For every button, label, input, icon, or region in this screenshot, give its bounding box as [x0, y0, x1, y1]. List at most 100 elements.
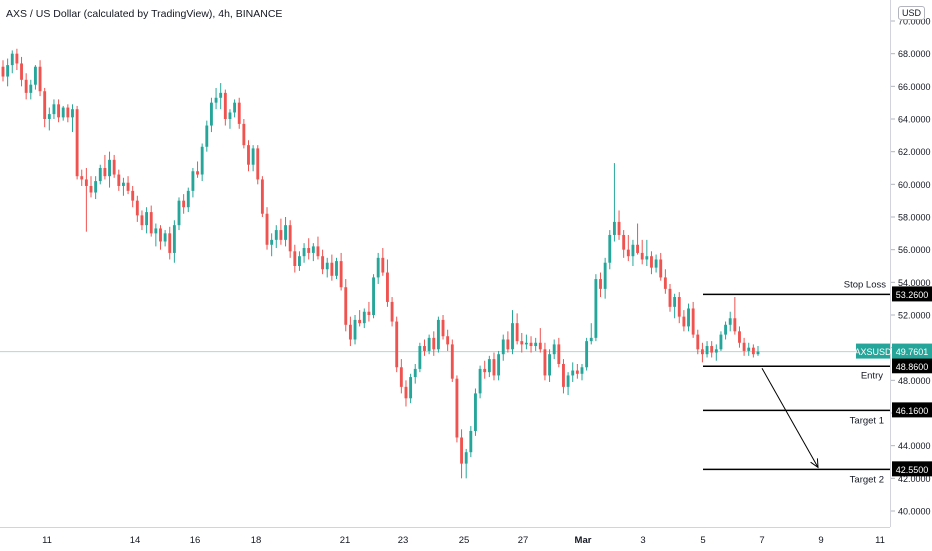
candle-body: [182, 200, 186, 208]
price-tick-label: 48.0000: [898, 376, 931, 386]
candle-body: [108, 159, 111, 177]
candle-body: [57, 104, 61, 118]
candle-body: [622, 234, 626, 250]
candle-body: [673, 297, 677, 307]
candle-body: [446, 336, 450, 345]
candle-body: [358, 319, 362, 324]
candle-body: [501, 339, 505, 355]
candle-body: [557, 344, 561, 364]
price-tick-label: 60.0000: [898, 180, 931, 190]
candle-body: [418, 346, 422, 369]
candle-body: [474, 393, 477, 431]
time-axis[interactable]: 11 14 16 18 21 23 25 27 Mar 3 5 7 9 11: [0, 527, 890, 551]
candle-body: [631, 244, 635, 257]
candle-body: [515, 323, 519, 342]
candle-body: [534, 342, 538, 347]
candle-body: [149, 212, 153, 234]
candle-body: [636, 244, 640, 253]
candle-body: [483, 368, 487, 373]
candle-body: [1, 66, 5, 77]
candle-body: [399, 367, 403, 387]
candle-body: [603, 262, 607, 289]
candle-body: [307, 248, 311, 253]
candle-body: [140, 215, 144, 226]
candle-body: [260, 179, 264, 214]
candle-body: [6, 65, 10, 77]
candle-body: [209, 102, 213, 126]
candle-body: [427, 337, 431, 351]
candle-body: [524, 342, 528, 345]
candle-body: [256, 148, 260, 180]
price-axis[interactable]: 40.0000 42.0000 44.0000 46.0000 48.0000 50.00…: [890, 0, 932, 527]
candle-body: [339, 261, 343, 288]
candle-body: [677, 297, 681, 317]
candle-body: [24, 79, 28, 93]
candle-body: [404, 386, 408, 399]
candle-body: [270, 239, 274, 245]
time-tick-label: 25: [459, 535, 470, 546]
time-tick-label: 9: [818, 535, 823, 546]
candle-body: [112, 159, 116, 175]
candle-body: [61, 107, 65, 118]
time-tick-label: 3: [640, 535, 645, 546]
candle-body: [29, 84, 33, 93]
candle-body: [381, 257, 385, 273]
time-tick-label: 11: [42, 535, 52, 546]
candle-body: [228, 112, 232, 119]
candle-body: [506, 339, 510, 350]
candle-body: [274, 230, 278, 240]
candle-body: [163, 233, 167, 242]
candle-body: [94, 181, 98, 193]
candle-body: [520, 341, 524, 345]
price-tick-label: 46.0000: [898, 409, 931, 419]
candle-body: [710, 346, 714, 353]
candle-body: [66, 107, 70, 118]
candle-body: [71, 109, 74, 118]
candle-body: [80, 176, 84, 180]
candle-body: [348, 324, 352, 340]
candle-body: [89, 185, 93, 193]
candle-body: [325, 262, 329, 270]
chart-area[interactable]: AXS / US Dollar (calculated by TradingVi…: [0, 0, 890, 527]
currency-badge[interactable]: USD: [898, 6, 926, 20]
candle-body: [298, 256, 301, 266]
candle-body: [84, 179, 88, 186]
candle-body: [552, 344, 556, 355]
candle-body: [714, 349, 718, 353]
candle-body: [423, 346, 426, 351]
candle-body: [585, 341, 589, 368]
candle-body: [223, 92, 227, 119]
candle-body: [469, 430, 473, 453]
candle-body: [687, 308, 690, 327]
candle-body: [700, 349, 704, 355]
candle-body: [293, 251, 297, 266]
candle-body: [650, 256, 653, 268]
chart-title: AXS / US Dollar (calculated by TradingVi…: [6, 8, 283, 20]
time-tick-label: 23: [398, 535, 409, 546]
candle-body: [608, 234, 612, 263]
candle-body: [117, 174, 121, 186]
candle-body: [159, 228, 162, 242]
candle-body: [728, 318, 732, 325]
price-axis-svg: 40.0000 42.0000 44.0000 46.0000 48.0000 50.00…: [891, 17, 931, 517]
candle-body: [450, 344, 454, 379]
candle-body: [654, 259, 658, 268]
candle-body: [172, 225, 176, 253]
candle-body: [691, 308, 695, 335]
candle-body: [75, 109, 79, 177]
candle-body: [121, 182, 125, 186]
price-tick-label: 70.0000: [898, 17, 931, 27]
candle-body: [617, 221, 621, 235]
candle-body: [487, 359, 491, 373]
price-tick-label: 54.0000: [898, 278, 931, 288]
candle-body: [409, 377, 413, 399]
candle-body: [335, 261, 338, 276]
candle-body: [20, 63, 23, 80]
price-tick-label: 68.0000: [898, 49, 931, 59]
candle-body: [321, 256, 325, 270]
time-tick-label: 11: [875, 535, 885, 546]
price-tick-label: 66.0000: [898, 82, 931, 92]
time-tick-label: Mar: [575, 535, 592, 546]
candle-body: [284, 225, 287, 240]
price-tick-label: 44.0000: [898, 441, 931, 451]
